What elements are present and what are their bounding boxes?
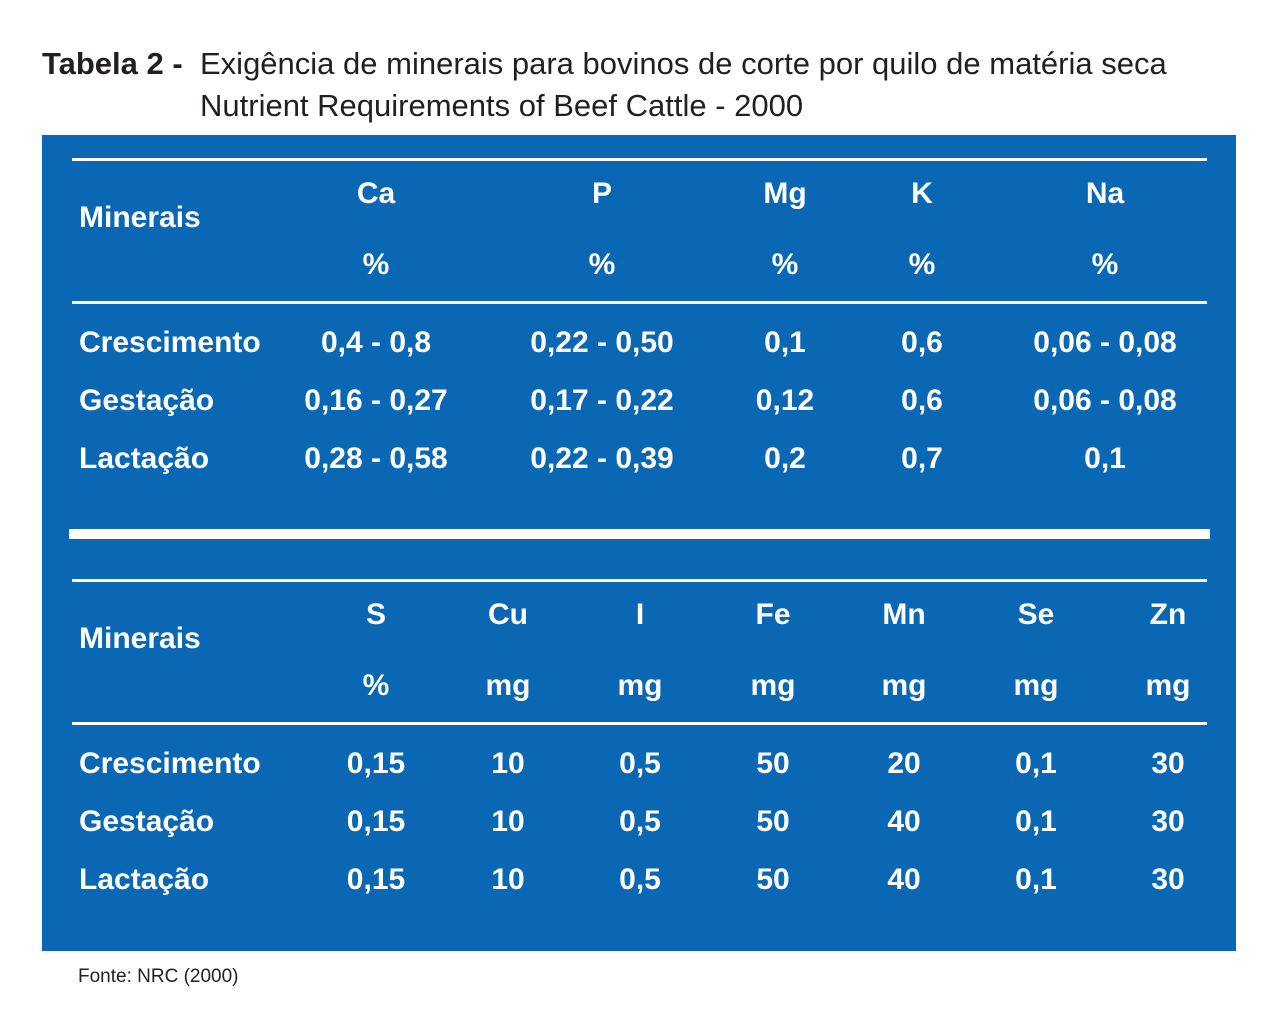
table1-cell: 0,2 [764,442,806,475]
table2-cell: 0,1 [1015,747,1057,780]
table1-col-name: K [911,177,933,210]
table2-col-unit: mg [881,669,927,702]
table1-cell: 0,1 [1084,442,1126,475]
table1-cell: 0,7 [901,442,943,475]
table2-cell: 40 [887,805,921,838]
table1-cell: 0,28 - 0,58 [304,442,448,475]
table1-col-unit: % [771,248,799,281]
table1-col-name: Mg [763,177,807,210]
table2-col-unit: mg [750,669,796,702]
source-note: Fonte: NRC (2000) [78,966,239,987]
table2-cell: 0,15 [346,747,406,780]
table1-top-rule [72,158,1207,161]
caption-title: Exigência de minerais para bovinos de co… [200,46,1167,81]
table2-cell: 0,15 [346,863,406,896]
mineral-table-panel: Minerais Minerais Ca% P% Mg% K% Na% Crescimen… [42,135,1236,951]
table1-col-unit: % [1091,248,1119,281]
table1-cell: 0,22 - 0,50 [530,326,674,359]
table2-header-label: Minerais [79,622,201,655]
table2-cell: 10 [491,747,525,780]
table2-col-unit: % [362,669,390,702]
caption-subtitle: Nutrient Requirements of Beef Cattle - 2… [200,88,804,123]
table1-header-label: Minerais [79,201,201,234]
table2-col-name: S [365,598,387,631]
table1-cell: 0,22 - 0,39 [530,442,674,475]
table2-cell: 10 [491,805,525,838]
table1-cell: 0,17 - 0,22 [530,384,674,417]
table2-cell: 30 [1151,863,1185,896]
table2-cell: 0,15 [346,805,406,838]
table2-cell: 10 [491,863,525,896]
table2-col-name: Zn [1149,598,1187,631]
table2-cell: 20 [887,747,921,780]
table2-cell: 50 [756,863,790,896]
table2-col-name: I [635,598,645,631]
table2-col-name: Fe [755,598,791,631]
table2-col-unit: mg [617,669,663,702]
table2-cell: 40 [887,863,921,896]
table2-cell: 0,1 [1015,863,1057,896]
table1-cell: 0,06 - 0,08 [1033,326,1177,359]
table1-cell: 0,06 - 0,08 [1033,384,1177,417]
table1-col-name: Na [1085,177,1125,210]
table1-cell: 0,1 [764,326,806,359]
caption-line-1: Tabela 2 - Exigência de minerais para bo… [42,44,1167,84]
table1-cell: 0,4 - 0,8 [320,326,432,359]
table2-cell: 0,1 [1015,805,1057,838]
table1-row-label: Gestação [79,384,215,417]
table2-cell: 0,5 [619,805,661,838]
table2-header-rule [72,722,1207,725]
table1-col-unit: % [588,248,616,281]
table2-col-unit: mg [485,669,531,702]
table2-row-label: Crescimento [79,747,261,780]
table2-col-unit: mg [1145,669,1191,702]
table1-header-rule [72,301,1207,304]
table1-cell: 0,12 [755,384,815,417]
table1-cell: 0,16 - 0,27 [304,384,448,417]
table-separator [69,529,1210,539]
caption-label: Tabela 2 - [42,46,183,81]
table2-row-label: Lactação [79,863,210,896]
table1-row-label: Lactação [79,442,210,475]
table1-col-name: Ca [356,177,396,210]
table1-cell: 0,6 [901,384,943,417]
table2-col-name: Se [1017,598,1055,631]
table2-cell: 0,5 [619,863,661,896]
table2-cell: 30 [1151,747,1185,780]
table2-top-rule [72,579,1207,582]
table2-col-name: Mn [882,598,926,631]
table2-col-name: Cu [488,598,528,631]
table2-row-label: Gestação [79,805,215,838]
table2-cell: 50 [756,747,790,780]
table1-col-unit: % [908,248,936,281]
table1-col-name: P [591,177,613,210]
table2-cell: 30 [1151,805,1185,838]
table2-col-unit: mg [1013,669,1059,702]
table1-row-label: Crescimento [79,326,261,359]
table2-cell: 0,5 [619,747,661,780]
table2-cell: 50 [756,805,790,838]
table1-cell: 0,6 [901,326,943,359]
table1-col-unit: % [362,248,390,281]
